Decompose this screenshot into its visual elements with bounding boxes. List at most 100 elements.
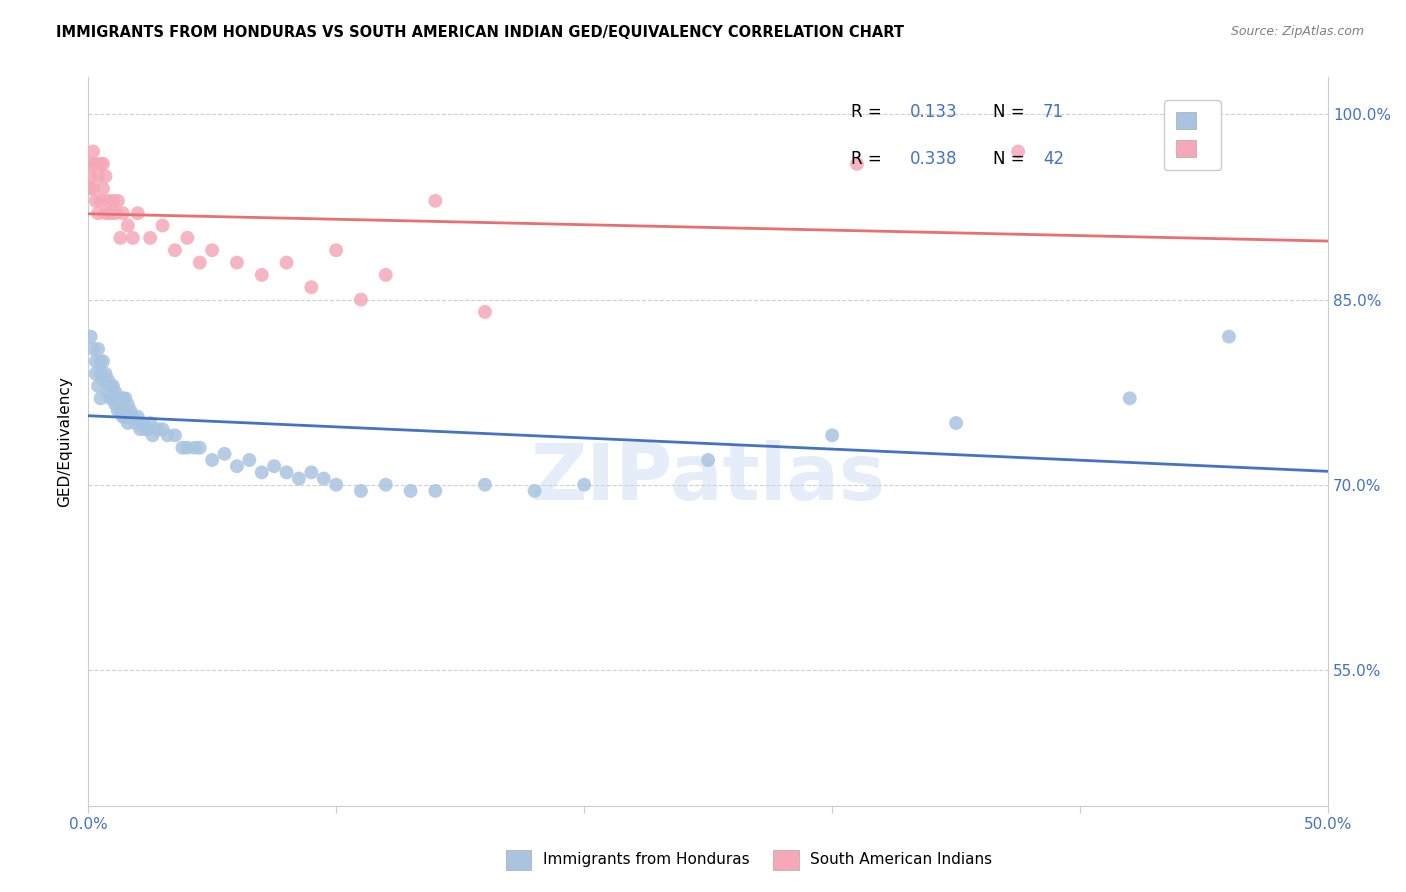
Point xyxy=(97,194,120,208)
Point xyxy=(184,441,207,455)
Point xyxy=(90,392,112,406)
Point xyxy=(374,268,396,282)
Point xyxy=(84,157,107,171)
Point xyxy=(104,397,127,411)
Point xyxy=(82,145,104,159)
Point xyxy=(101,379,124,393)
Point xyxy=(129,422,152,436)
Point xyxy=(163,244,186,258)
Point xyxy=(82,342,104,356)
Point xyxy=(350,483,373,498)
Point xyxy=(79,169,101,184)
Point xyxy=(91,157,114,171)
Point xyxy=(111,392,134,406)
Point xyxy=(845,157,868,171)
Point xyxy=(172,441,194,455)
Text: 42: 42 xyxy=(1043,150,1064,169)
Point xyxy=(110,231,132,245)
Point xyxy=(188,441,211,455)
Y-axis label: GED/Equivalency: GED/Equivalency xyxy=(58,376,72,507)
Point xyxy=(117,416,139,430)
Point xyxy=(152,422,174,436)
Point xyxy=(142,428,165,442)
Point xyxy=(156,428,179,442)
Point xyxy=(101,194,124,208)
Point xyxy=(117,397,139,411)
Point xyxy=(250,268,273,282)
Point xyxy=(1007,145,1029,159)
Point xyxy=(127,409,149,424)
Point xyxy=(97,385,120,400)
Point xyxy=(163,428,186,442)
Point xyxy=(100,206,122,220)
Text: ZIPatlas: ZIPatlas xyxy=(530,440,886,516)
Point xyxy=(201,244,224,258)
Point xyxy=(238,453,260,467)
Point xyxy=(107,194,129,208)
Point xyxy=(90,194,112,208)
Point xyxy=(250,466,273,480)
Point xyxy=(226,459,249,474)
Point xyxy=(697,453,720,467)
Point xyxy=(91,181,114,195)
Point xyxy=(111,206,134,220)
Text: Immigrants from Honduras: Immigrants from Honduras xyxy=(543,853,749,867)
Text: IMMIGRANTS FROM HONDURAS VS SOUTH AMERICAN INDIAN GED/EQUIVALENCY CORRELATION CH: IMMIGRANTS FROM HONDURAS VS SOUTH AMERIC… xyxy=(56,25,904,40)
Point xyxy=(1119,392,1142,406)
Point xyxy=(1218,329,1240,343)
FancyBboxPatch shape xyxy=(773,850,799,870)
Point xyxy=(104,206,127,220)
Point xyxy=(87,379,110,393)
Point xyxy=(90,157,112,171)
Point xyxy=(117,219,139,233)
Point xyxy=(124,416,146,430)
Point xyxy=(101,392,124,406)
Point xyxy=(226,255,249,269)
Point xyxy=(945,416,967,430)
Point xyxy=(152,219,174,233)
Point xyxy=(288,471,311,485)
Point xyxy=(127,206,149,220)
Point xyxy=(107,403,129,417)
Text: R =: R = xyxy=(851,150,887,169)
Point xyxy=(474,477,496,491)
Point xyxy=(84,194,107,208)
Point xyxy=(84,367,107,381)
Point xyxy=(201,453,224,467)
Point xyxy=(97,373,120,387)
Point xyxy=(107,392,129,406)
Point xyxy=(399,483,422,498)
Point xyxy=(121,231,143,245)
Legend: , : , xyxy=(1164,100,1220,170)
Point xyxy=(299,280,322,294)
Point xyxy=(276,466,298,480)
Point xyxy=(87,206,110,220)
Point xyxy=(111,409,134,424)
Point xyxy=(523,483,546,498)
Point xyxy=(87,342,110,356)
Point xyxy=(84,354,107,368)
Point xyxy=(94,206,117,220)
Point xyxy=(188,255,211,269)
FancyBboxPatch shape xyxy=(506,850,531,870)
Point xyxy=(350,293,373,307)
Point xyxy=(263,459,285,474)
Point xyxy=(474,305,496,319)
Point xyxy=(176,231,198,245)
Point xyxy=(94,169,117,184)
Point xyxy=(110,403,132,417)
Point xyxy=(100,392,122,406)
Text: Source: ZipAtlas.com: Source: ZipAtlas.com xyxy=(1230,25,1364,38)
Point xyxy=(82,181,104,195)
Point xyxy=(79,181,101,195)
Point xyxy=(425,194,447,208)
Point xyxy=(104,385,127,400)
Point xyxy=(325,244,347,258)
Point xyxy=(136,422,159,436)
Point xyxy=(374,477,396,491)
Point xyxy=(132,416,155,430)
Point xyxy=(425,483,447,498)
Point xyxy=(90,354,112,368)
Point xyxy=(134,422,156,436)
Point xyxy=(821,428,844,442)
